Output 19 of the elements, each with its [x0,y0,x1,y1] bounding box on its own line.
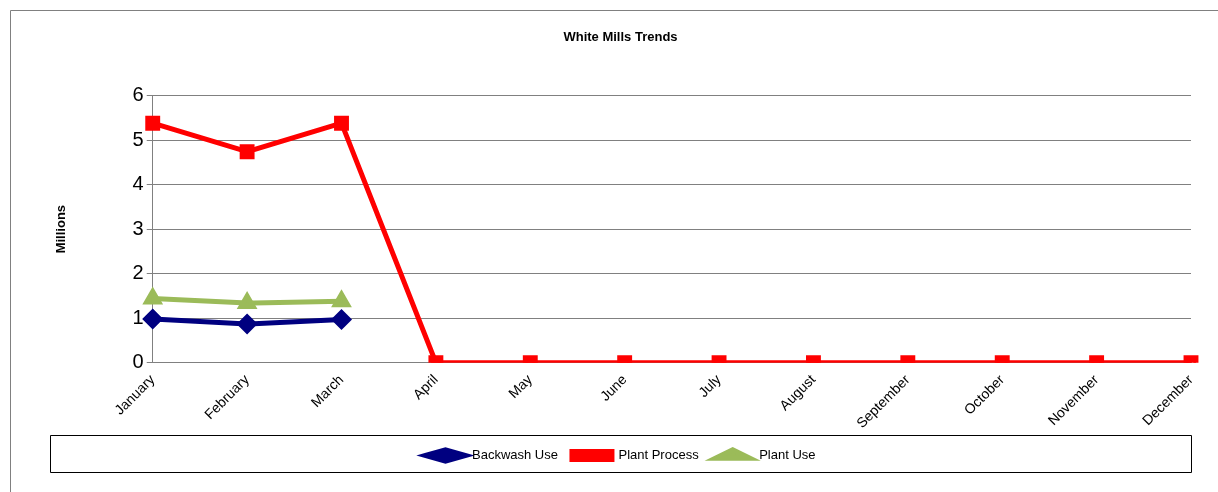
y-axis-title: Millions [53,204,69,254]
point [331,289,352,308]
legend-label: Plant Use [759,447,816,463]
point [239,144,255,160]
y-tick-label: 4 [132,172,144,195]
y-tick-label: 3 [132,216,144,239]
point [145,115,161,131]
x-tick-label: May [505,371,536,402]
chart-title: White Mills Trends [563,29,678,45]
y-tick-label: 6 [132,83,144,106]
point [334,115,349,131]
legend-label: Plant Process [618,447,700,463]
y-tick-label: 0 [132,350,144,373]
legend-label: Backwash Use [471,447,558,463]
x-tick-label: July [694,371,724,401]
y-tick-label: 2 [132,261,144,284]
y-tick-label: 5 [132,127,144,150]
point [236,291,258,310]
y-tick-label: 1 [132,305,144,328]
